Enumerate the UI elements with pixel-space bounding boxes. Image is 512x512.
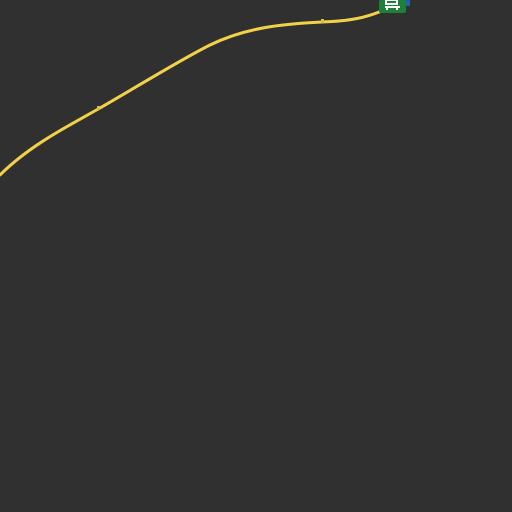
route-tick-marker (321, 19, 324, 23)
route-line[interactable] (0, 8, 386, 177)
transit-marker[interactable] (379, 0, 410, 13)
bus-stop-icon (385, 0, 400, 10)
route-tick-marker (97, 106, 100, 110)
